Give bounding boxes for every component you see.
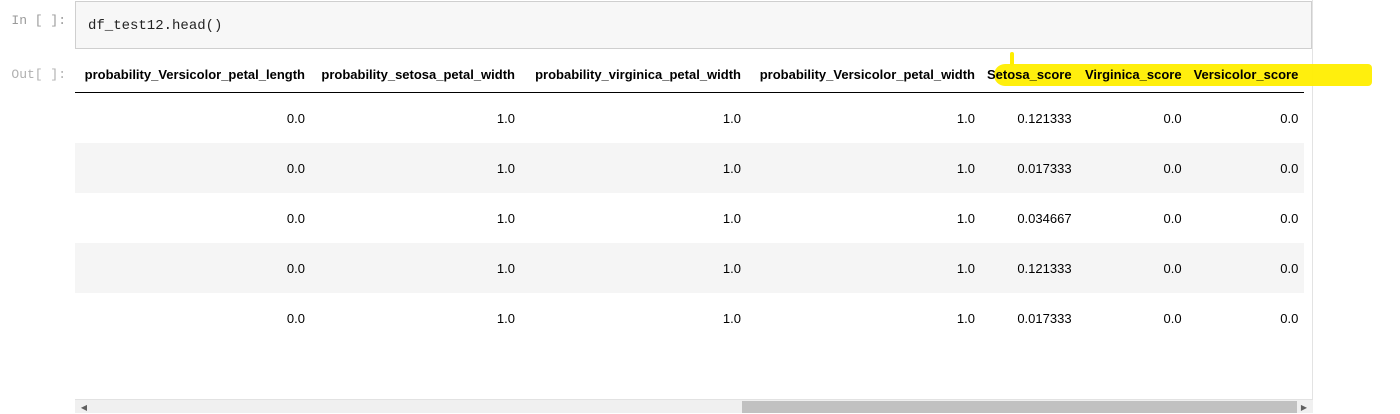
input-prompt: In [ ]:	[11, 13, 66, 28]
table-cell: 1.0	[311, 243, 521, 293]
table-cell: 0.034667	[981, 193, 1078, 243]
table-cell: 0.0	[75, 293, 311, 336]
table-cell: 1.0	[311, 193, 521, 243]
table-cell: 1.0	[747, 143, 981, 193]
table-cell: 1.0	[311, 293, 521, 336]
table-cell: 1.0	[747, 243, 981, 293]
column-header: probability_Versicolor_petal_width	[747, 56, 981, 93]
table-cell: 0.017333	[981, 143, 1078, 193]
column-header: probability_virginica_petal_width	[521, 56, 747, 93]
column-header: probability_Versicolor_petal_length	[75, 56, 311, 93]
table-cell: 0.0	[1187, 193, 1305, 243]
table-cell: 0.0	[75, 243, 311, 293]
triangle-right-icon[interactable]: ▶	[1300, 402, 1308, 412]
table-cell: 1.0	[521, 243, 747, 293]
dataframe-table: probability_Versicolor_petal_length prob…	[75, 56, 1305, 336]
table-cell: 0.0	[1077, 293, 1188, 336]
table-cell: 0.0	[1187, 293, 1305, 336]
notebook-right-border	[1312, 0, 1313, 413]
table-cell: 0.0	[1077, 143, 1188, 193]
table-cell: 0.0	[1187, 143, 1305, 193]
output-area: probability_Versicolor_petal_length prob…	[75, 56, 1313, 336]
table-row: 0.0 1.0 1.0 1.0 0.121333 0.0 0.0	[75, 243, 1305, 293]
table-cell: 0.0	[75, 143, 311, 193]
table-row: 0.0 1.0 1.0 1.0 0.121333 0.0 0.0	[75, 92, 1305, 143]
header-row: probability_Versicolor_petal_length prob…	[75, 56, 1305, 93]
table-row: 0.0 1.0 1.0 1.0 0.034667 0.0 0.0	[75, 193, 1305, 243]
table-cell: 1.0	[747, 92, 981, 143]
scrollbar-thumb[interactable]	[742, 401, 1297, 413]
table-cell: 0.0	[75, 193, 311, 243]
table-cell: 0.0	[1187, 243, 1305, 293]
table-cell: 0.0	[1187, 92, 1305, 143]
table-cell: 1.0	[521, 143, 747, 193]
column-header: probability_setosa_petal_width	[311, 56, 521, 93]
table-cell: 0.121333	[981, 92, 1078, 143]
table-row: 0.0 1.0 1.0 1.0 0.017333 0.0 0.0	[75, 293, 1305, 336]
table-cell: 1.0	[311, 143, 521, 193]
table-cell: 0.0	[75, 92, 311, 143]
table-cell: 1.0	[311, 92, 521, 143]
horizontal-scrollbar[interactable]: ◀ ▶	[75, 399, 1313, 413]
table-cell: 1.0	[747, 293, 981, 336]
table-cell: 1.0	[747, 193, 981, 243]
column-header: Virginica_score	[1077, 56, 1188, 93]
code-cell[interactable]: df_test12.head()	[75, 1, 1312, 49]
table-cell: 0.0	[1077, 193, 1188, 243]
table-cell: 0.0	[1077, 243, 1188, 293]
table-cell: 0.121333	[981, 243, 1078, 293]
table-cell: 0.017333	[981, 293, 1078, 336]
code-text[interactable]: df_test12.head()	[88, 18, 223, 34]
table-cell: 1.0	[521, 293, 747, 336]
table-cell: 0.0	[1077, 92, 1188, 143]
table-cell: 1.0	[521, 92, 747, 143]
output-prompt: Out[ ]:	[11, 67, 66, 82]
table-cell: 1.0	[521, 193, 747, 243]
column-header: Versicolor_score	[1187, 56, 1305, 93]
triangle-left-icon[interactable]: ◀	[80, 402, 88, 412]
column-header: Setosa_score	[981, 56, 1078, 93]
table-row: 0.0 1.0 1.0 1.0 0.017333 0.0 0.0	[75, 143, 1305, 193]
